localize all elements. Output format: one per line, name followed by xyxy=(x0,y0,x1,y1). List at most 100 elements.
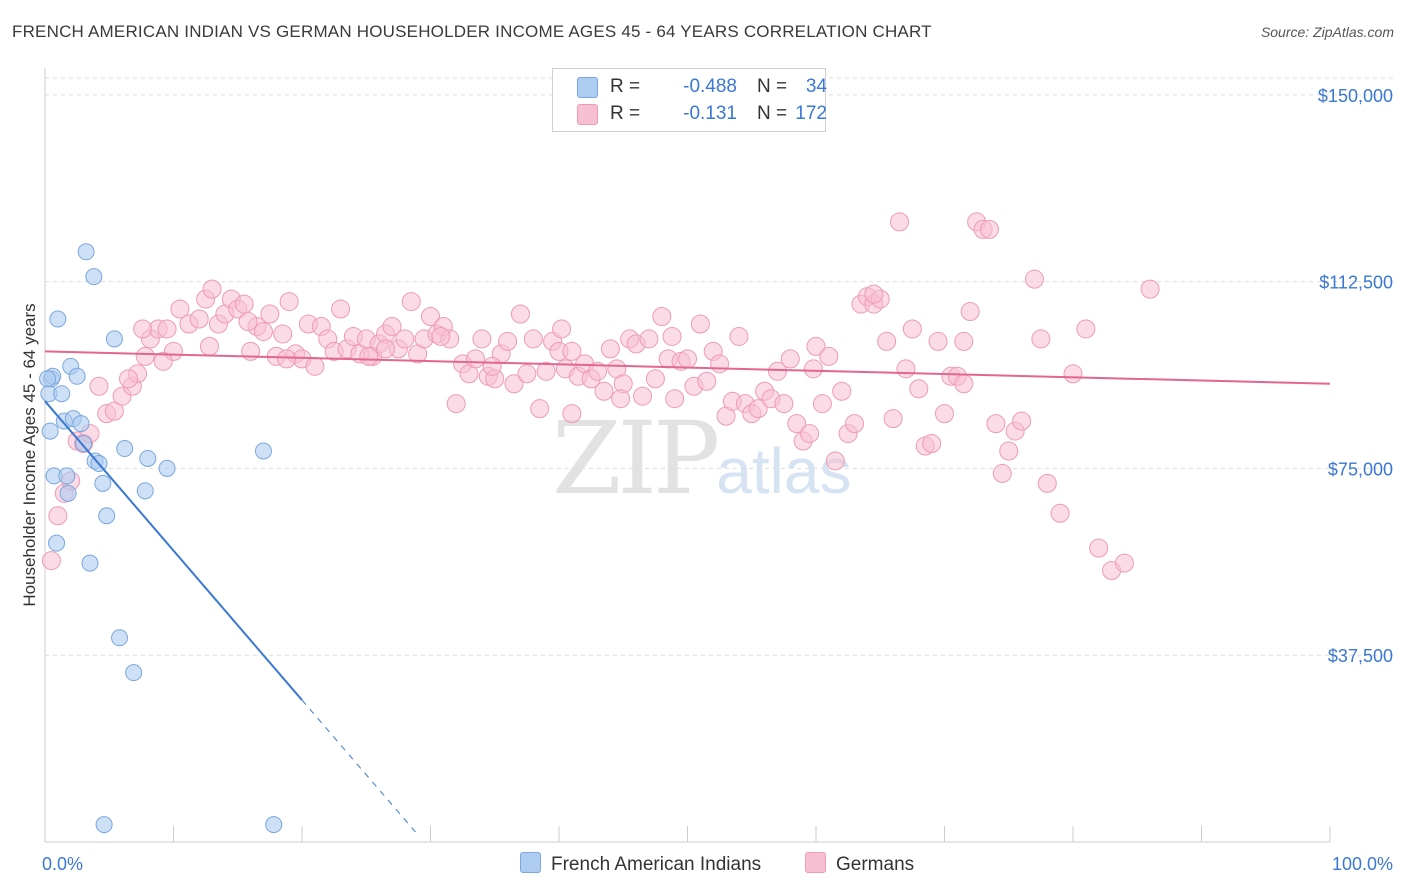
german-point xyxy=(652,307,672,327)
watermark-atlas: atlas xyxy=(716,435,852,507)
x-tick-label-min: 0.0% xyxy=(42,854,83,874)
series-legend-label: Germans xyxy=(836,854,915,875)
legend-r-label: R = xyxy=(610,103,641,124)
french-american-indian-point xyxy=(254,442,272,460)
series-legend-germans: Germans xyxy=(805,852,914,876)
german-point xyxy=(234,294,254,314)
series-legend-french-american-indians: French American Indians xyxy=(520,852,761,876)
german-point xyxy=(1140,279,1160,299)
y-tick-label: $150,000 xyxy=(1318,86,1393,106)
watermark: ZIPatlas xyxy=(552,400,851,517)
german-point xyxy=(1050,503,1070,523)
german-point xyxy=(845,414,865,434)
german-point xyxy=(665,389,685,409)
german-point xyxy=(331,299,351,319)
trend-lines xyxy=(44,350,1331,835)
german-point xyxy=(279,292,299,312)
german-point xyxy=(954,374,974,394)
german-point xyxy=(48,506,68,526)
german-point xyxy=(562,341,582,361)
germans-points xyxy=(41,212,1160,581)
french-american-indian-point xyxy=(49,310,67,328)
german-point xyxy=(986,414,1006,434)
legend-n-value: 34 xyxy=(805,76,827,97)
german-point xyxy=(1076,319,1096,339)
french-american-indian-point xyxy=(85,268,103,286)
french-american-indian-point xyxy=(136,482,154,500)
french-american-indian-point xyxy=(39,370,57,388)
german-point xyxy=(890,212,910,232)
german-point xyxy=(960,302,980,322)
y-tick-label: $112,500 xyxy=(1319,273,1393,293)
german-point xyxy=(431,326,451,346)
german-point xyxy=(202,279,222,299)
german-point xyxy=(260,304,280,324)
german-point xyxy=(594,381,614,401)
german-point xyxy=(787,414,807,434)
german-point xyxy=(1031,329,1051,349)
german-point xyxy=(992,463,1012,483)
legend-r-value: -0.131 xyxy=(683,103,737,124)
german-point xyxy=(238,311,258,331)
german-point xyxy=(153,351,173,371)
legend-n-label: N = xyxy=(757,103,788,124)
german-point xyxy=(825,451,845,471)
source-label: Source: ZipAtlas.com xyxy=(1260,24,1394,40)
german-point xyxy=(662,326,682,346)
german-point xyxy=(935,404,954,424)
german-point xyxy=(395,329,415,349)
german-point xyxy=(104,401,124,421)
legend-r-label: R = xyxy=(610,76,641,97)
chart-title: FRENCH AMERICAN INDIAN VS GERMAN HOUSEHO… xyxy=(12,22,932,41)
german-point xyxy=(562,404,582,424)
y-tick-label: $37,500 xyxy=(1328,646,1393,666)
legend-swatch-pink xyxy=(805,852,826,873)
german-point xyxy=(523,329,543,349)
legend-swatch-blue xyxy=(520,852,541,873)
german-point xyxy=(41,551,61,571)
german-point xyxy=(600,339,620,359)
french-american-indian-point xyxy=(94,474,112,492)
german-point xyxy=(729,326,749,346)
german-point xyxy=(189,309,209,329)
german-point xyxy=(498,331,518,351)
french-american-indian-point xyxy=(111,629,129,647)
french-american-indian-point xyxy=(265,816,283,834)
german-point xyxy=(446,394,466,414)
french-american-indian-point xyxy=(158,459,176,477)
german-point xyxy=(697,371,717,391)
axes xyxy=(44,68,1331,843)
german-point xyxy=(482,356,502,376)
german-point xyxy=(465,349,485,369)
french-american-indian-point xyxy=(59,484,77,502)
german-point xyxy=(645,369,665,389)
german-point xyxy=(401,292,421,312)
german-point xyxy=(359,346,379,366)
trend-line-extension-dashed xyxy=(301,699,419,835)
german-point xyxy=(133,319,153,339)
german-point xyxy=(999,441,1019,461)
x-tick-label-max: 100.0% xyxy=(1332,854,1393,874)
german-point xyxy=(1012,411,1032,431)
german-point xyxy=(710,354,730,374)
german-point xyxy=(536,361,556,381)
german-point xyxy=(530,399,550,419)
german-point xyxy=(119,369,139,389)
german-point xyxy=(803,359,823,379)
legend-r-value: -0.488 xyxy=(683,76,737,97)
german-point xyxy=(552,319,572,339)
french-american-indian-point xyxy=(105,330,123,348)
german-point xyxy=(774,394,794,414)
trend-line-germans xyxy=(44,350,1331,385)
german-point xyxy=(472,329,492,349)
german-point xyxy=(376,339,396,359)
french-american-indian-point xyxy=(98,507,116,525)
french-american-indian-point xyxy=(81,554,99,572)
legend-n-value: 172 xyxy=(795,103,827,124)
german-point xyxy=(633,386,653,406)
german-point xyxy=(883,409,903,429)
german-point xyxy=(517,364,537,384)
german-point xyxy=(611,389,631,409)
german-point xyxy=(800,424,820,444)
